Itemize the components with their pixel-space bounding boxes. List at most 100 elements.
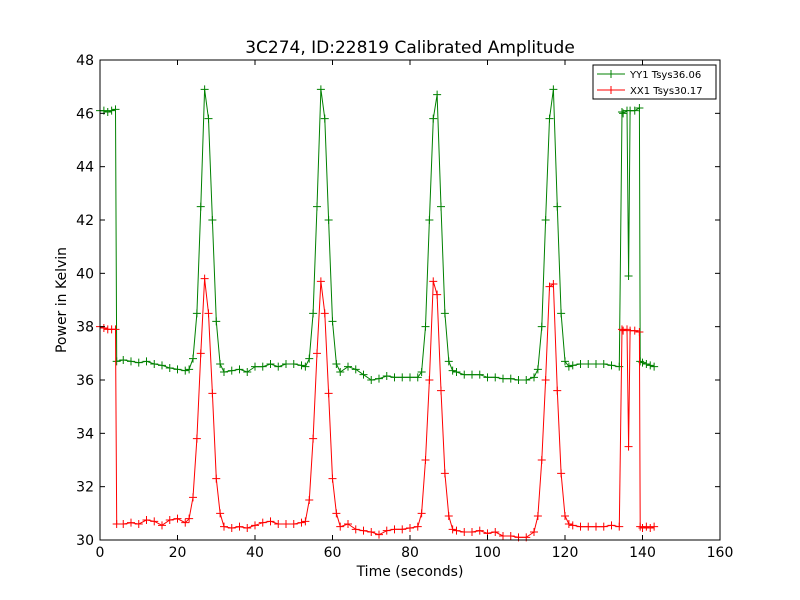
data-point-marker: [212, 474, 221, 483]
data-point-marker: [305, 354, 314, 363]
data-point-marker: [258, 518, 267, 527]
data-point-marker: [367, 528, 376, 536]
legend-label: XX1 Tsys30.17: [630, 86, 703, 97]
data-point-marker: [592, 360, 600, 368]
data-point-marker: [460, 528, 469, 536]
data-point-marker: [642, 522, 651, 531]
data-point-marker: [650, 522, 659, 531]
data-point-marker: [189, 493, 197, 502]
data-point-marker: [564, 520, 573, 528]
data-point-marker: [499, 532, 507, 540]
data-point-marker: [305, 496, 314, 504]
data-point-marker: [635, 104, 644, 112]
data-point-marker: [624, 442, 633, 451]
data-point-marker: [336, 522, 345, 531]
data-point-marker: [630, 106, 639, 115]
data-point-marker: [344, 520, 352, 528]
data-point-marker: [417, 368, 426, 376]
chart-title: 3C274, ID:22819 Calibrated Amplitude: [245, 38, 575, 58]
data-point-marker: [568, 521, 577, 530]
data-point-marker: [127, 518, 135, 527]
data-point-marker: [142, 516, 151, 524]
data-point-marker: [119, 356, 128, 364]
data-point-marker: [584, 360, 593, 368]
data-point-marker: [433, 290, 442, 299]
data-point-marker: [192, 434, 201, 443]
data-point-marker: [243, 368, 252, 376]
data-point-marker: [483, 373, 492, 382]
data-point-marker: [196, 349, 205, 358]
x-tick-label: 20: [169, 545, 187, 561]
data-point-marker: [452, 526, 461, 535]
data-point-marker: [533, 365, 542, 374]
data-point-marker: [274, 362, 283, 371]
data-point-marker: [324, 216, 333, 224]
data-point-marker: [491, 528, 500, 536]
data-point-marker: [475, 370, 484, 379]
legend-marker: [607, 70, 615, 78]
legend-entry: XX1 Tsys30.17: [597, 86, 703, 97]
data-point-marker: [243, 524, 252, 532]
data-point-marker: [359, 526, 368, 535]
data-point-marker: [642, 360, 651, 368]
data-point-marker: [406, 373, 414, 382]
data-point-marker: [282, 520, 290, 528]
data-point-marker: [150, 517, 159, 526]
x-tick-label: 0: [96, 545, 105, 561]
data-point-marker: [208, 216, 217, 224]
data-point-marker: [173, 365, 182, 374]
data-point-marker: [375, 374, 383, 383]
data-point-marker: [309, 434, 318, 443]
data-point-marker: [452, 368, 461, 376]
data-point-marker: [216, 509, 225, 518]
data-point-marker: [646, 361, 655, 370]
data-point-marker: [533, 512, 542, 520]
data-point-marker: [468, 528, 476, 536]
data-point-marker: [421, 456, 430, 464]
y-tick-label: 36: [76, 373, 94, 389]
data-point-marker: [173, 514, 182, 523]
data-point-marker: [468, 370, 476, 379]
data-point-marker: [216, 360, 225, 368]
y-tick-label: 42: [76, 213, 94, 229]
data-point-marker: [398, 525, 407, 534]
data-point-marker: [359, 370, 368, 379]
data-point-marker: [316, 277, 325, 286]
data-point-marker: [584, 522, 593, 531]
data-point-marker: [282, 360, 290, 368]
data-point-marker: [344, 362, 352, 371]
data-point-marker: [557, 469, 566, 478]
legend-label: YY1 Tsys36.06: [629, 70, 701, 81]
legend: YY1 Tsys36.06 XX1 Tsys30.17: [592, 64, 717, 100]
data-point-marker: [301, 517, 310, 526]
series-1: [96, 274, 659, 542]
data-point-marker: [390, 373, 399, 382]
data-point-marker: [607, 521, 616, 530]
data-point-marker: [165, 516, 174, 524]
data-point-marker: [297, 518, 306, 527]
data-point-marker: [425, 376, 434, 384]
data-point-marker: [316, 85, 325, 94]
data-point-marker: [119, 520, 128, 528]
data-point-marker: [266, 360, 275, 368]
data-point-marker: [448, 366, 457, 375]
data-point-marker: [328, 317, 337, 326]
data-point-marker: [537, 322, 546, 331]
data-point-marker: [367, 376, 376, 384]
data-point-marker: [220, 368, 228, 376]
data-point-marker: [235, 522, 244, 531]
data-point-marker: [630, 326, 639, 335]
data-point-marker: [158, 361, 166, 370]
data-point-marker: [429, 277, 438, 286]
y-tick-label: 38: [76, 320, 94, 336]
data-point-marker: [599, 360, 608, 368]
y-tick-label: 48: [76, 53, 94, 69]
data-point-marker: [309, 309, 318, 318]
y-tick-label: 44: [76, 160, 94, 176]
data-point-marker: [103, 108, 112, 116]
data-point-marker: [165, 364, 174, 372]
legend-frame: [592, 64, 717, 100]
data-point-marker: [557, 309, 566, 318]
